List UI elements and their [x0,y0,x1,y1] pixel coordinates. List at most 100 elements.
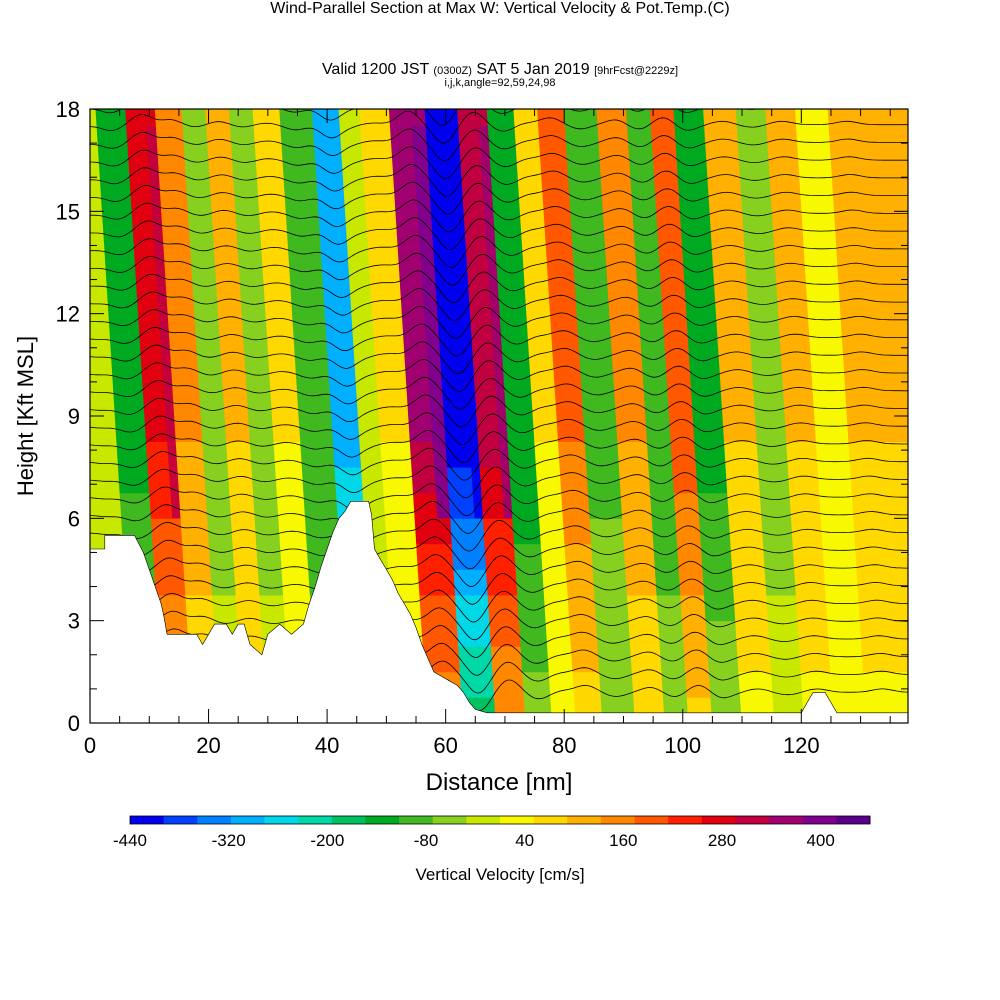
velocity-band [417,569,456,596]
isentrope-line [90,270,908,304]
velocity-band [771,210,804,238]
velocity-band [845,389,908,417]
colorbar-swatch [500,816,535,824]
velocity-band [581,389,617,417]
velocity-band [574,287,611,315]
velocity-band [373,338,406,366]
velocity-band [676,159,709,187]
velocity-band [733,594,769,622]
velocity-band [659,262,686,289]
velocity-band [722,415,758,443]
velocity-band [103,236,136,263]
isentrope-line [90,607,908,641]
isentrope-line [90,163,908,197]
velocity-band [548,287,578,315]
velocity-band [651,517,678,545]
velocity-band [745,262,778,289]
velocity-band [678,185,711,212]
colorbar-swatch [298,816,333,824]
velocity-band [321,262,351,289]
velocity-band [352,338,377,366]
velocity-band [354,364,378,391]
velocity-band [572,671,602,698]
velocity-band [523,262,550,289]
velocity-band [271,415,302,443]
velocity-band [519,210,547,238]
velocity-band [252,109,282,136]
velocity-band [596,109,629,136]
colorbar-swatch [432,816,467,824]
velocity-band [649,109,676,136]
velocity-band [327,364,358,391]
velocity-band [595,620,631,647]
velocity-band [740,185,773,212]
velocity-band [825,594,861,622]
velocity-band [746,287,780,315]
velocity-band [810,364,847,391]
velocity-band [232,159,259,187]
velocity-band [365,210,398,238]
colorbar-swatch [701,816,736,824]
velocity-band [164,262,194,289]
velocity-band [217,313,245,340]
velocity-band [100,185,133,212]
velocity-band [650,492,677,519]
velocity-band [586,466,622,494]
velocity-band [774,262,808,289]
colorbar-label: Vertical Velocity [cm/s] [415,865,584,884]
velocity-band [90,210,105,238]
velocity-band [784,415,817,443]
velocity-band [838,287,908,315]
velocity-band [563,109,599,136]
velocity-band [705,620,738,647]
velocity-band [578,338,614,366]
isentrope-line [90,146,908,180]
colorbar-tick-label: -200 [310,831,344,850]
velocity-band [657,236,684,263]
colorbar-swatch [399,816,434,824]
velocity-band [375,364,408,391]
velocity-band [228,109,256,136]
velocity-band [765,109,798,136]
velocity-band [90,185,103,212]
velocity-band [259,594,286,622]
velocity-band [184,159,211,187]
velocity-band [234,569,261,596]
velocity-band [579,364,615,391]
isentrope-line [90,447,908,481]
colorbar-swatch [264,816,299,824]
velocity-band [364,185,397,212]
velocity-band [830,159,908,187]
velocity-band [562,517,592,545]
velocity-band [230,134,257,161]
velocity-band [359,109,392,136]
velocity-band [537,109,567,136]
velocity-band [192,287,219,315]
velocity-band [686,313,719,340]
velocity-band [248,415,275,443]
velocity-band [175,441,205,468]
velocity-band [300,441,336,468]
velocity-band [258,210,289,238]
colorbar-tick-label: 160 [609,831,637,850]
velocity-band [416,543,455,570]
velocity-band [183,134,210,161]
velocity-band [605,262,639,289]
velocity-band [781,364,814,391]
velocity-band [720,389,756,417]
velocity-band [106,287,139,315]
velocity-band [323,287,353,315]
velocity-band [735,620,771,647]
velocity-band [510,492,540,519]
velocity-band [152,543,185,570]
velocity-band [487,594,520,622]
velocity-band [858,594,908,622]
chart-subtitle: Valid 1200 JST (0300Z) SAT 5 Jan 2019 [9… [0,61,1000,79]
y-tick-label: 15 [56,199,80,224]
velocity-band [482,517,515,545]
velocity-band [631,671,664,698]
velocity-band [597,645,633,673]
velocity-band [766,134,800,161]
velocity-band [531,389,558,417]
velocity-band [761,517,794,545]
